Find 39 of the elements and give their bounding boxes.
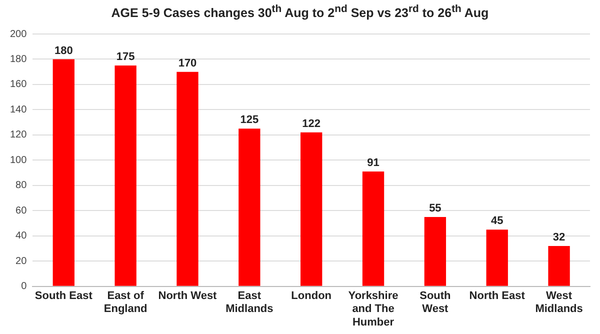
data-label: 175 (116, 51, 135, 64)
y-tick-label: 0 (21, 281, 28, 292)
data-label: 32 (552, 232, 566, 244)
x-tick-label: East of England (104, 290, 148, 316)
y-tick-label: 20 (16, 256, 28, 267)
x-tick-label: South East (34, 290, 93, 302)
data-label: 122 (302, 118, 321, 130)
x-tick-label: South West (420, 290, 452, 316)
y-tick-label: 200 (10, 28, 28, 40)
data-label: 45 (490, 215, 504, 228)
x-tick-label: Yorkshire and The Humber (348, 290, 398, 328)
data-label: 91 (367, 157, 380, 170)
y-tick-label: 140 (10, 104, 28, 116)
chart-title: AGE 5-9 Cases changes 30$^{th}$ Aug to 2$^{nd}$ Sep vs 23$^{rd}$ to 26$^{th}$ Aug (111, 4, 489, 20)
bar (548, 246, 570, 286)
bar (238, 128, 260, 286)
y-tick-label: 120 (10, 130, 28, 141)
y-tick-label: 60 (16, 205, 28, 216)
bar (486, 230, 508, 286)
y-tick-label: 100 (10, 154, 28, 166)
data-label: 170 (178, 57, 197, 70)
bar (424, 216, 446, 286)
bar (176, 72, 198, 286)
data-label: 55 (429, 202, 442, 215)
x-tick-label: West Midlands (535, 290, 583, 316)
bar (114, 66, 136, 286)
x-tick-label: London (291, 290, 332, 302)
bar (52, 59, 74, 286)
y-tick-label: 160 (10, 79, 28, 90)
bar (300, 132, 322, 286)
x-tick-label: East Midlands (226, 290, 274, 316)
data-label: 180 (54, 44, 73, 57)
y-tick-label: 80 (16, 180, 28, 192)
bar (362, 172, 384, 286)
data-label: 125 (240, 114, 259, 126)
x-tick-label: North East (469, 290, 526, 302)
x-tick-label: North West (158, 290, 218, 302)
y-tick-label: 40 (16, 230, 28, 242)
y-tick-label: 180 (10, 54, 28, 65)
